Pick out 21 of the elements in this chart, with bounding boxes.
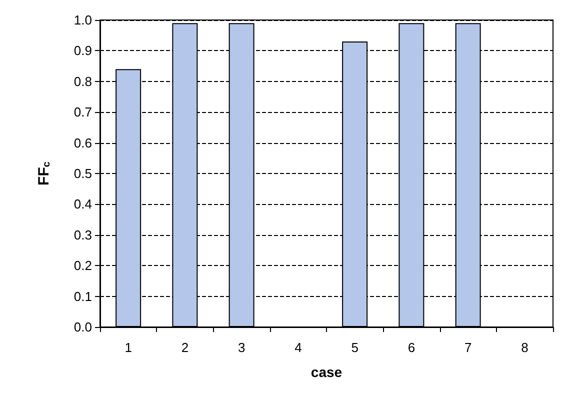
x-tick-label: 1	[124, 340, 132, 355]
y-tick-label: 0.5	[74, 166, 92, 181]
y-tick-label: 0.7	[74, 104, 92, 120]
y-tick-label: 0.1	[74, 288, 92, 304]
y-tick-label: 0.3	[74, 227, 92, 242]
y-tick-label: 0.6	[74, 135, 92, 150]
x-tick-label: 7	[464, 340, 472, 355]
x-tick-label: 5	[351, 340, 358, 355]
x-tick-label: 8	[521, 340, 528, 355]
y-tick-label: 0.8	[74, 74, 92, 89]
x-tick-label: 6	[408, 340, 416, 355]
x-tick-label: 2	[181, 340, 189, 355]
y-axis-title: FFc	[36, 161, 52, 186]
y-tick-label: 0.4	[74, 196, 92, 212]
x-axis-title: case	[310, 364, 342, 380]
y-tick-label: 0.9	[74, 43, 92, 58]
x-tick-label: 4	[294, 340, 302, 355]
y-tick-label: 0.2	[74, 258, 92, 274]
y-tick-label: 0.0	[74, 320, 92, 334]
x-tick-label: 3	[238, 340, 246, 355]
y-tick-label: 1.0	[74, 12, 92, 28]
